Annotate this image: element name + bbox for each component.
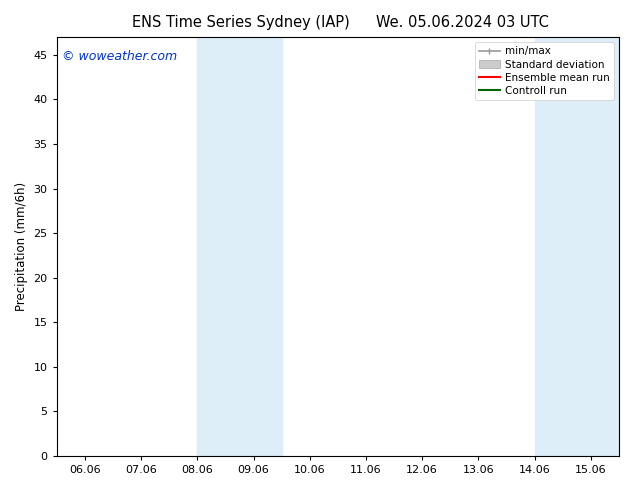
- Y-axis label: Precipitation (mm/6h): Precipitation (mm/6h): [15, 182, 28, 311]
- Legend: min/max, Standard deviation, Ensemble mean run, Controll run: min/max, Standard deviation, Ensemble me…: [475, 42, 614, 100]
- Text: © woweather.com: © woweather.com: [62, 49, 178, 63]
- Bar: [534, 37, 619, 456]
- Text: ENS Time Series Sydney (IAP): ENS Time Series Sydney (IAP): [132, 15, 350, 30]
- Bar: [197, 37, 281, 456]
- Text: We. 05.06.2024 03 UTC: We. 05.06.2024 03 UTC: [377, 15, 549, 30]
